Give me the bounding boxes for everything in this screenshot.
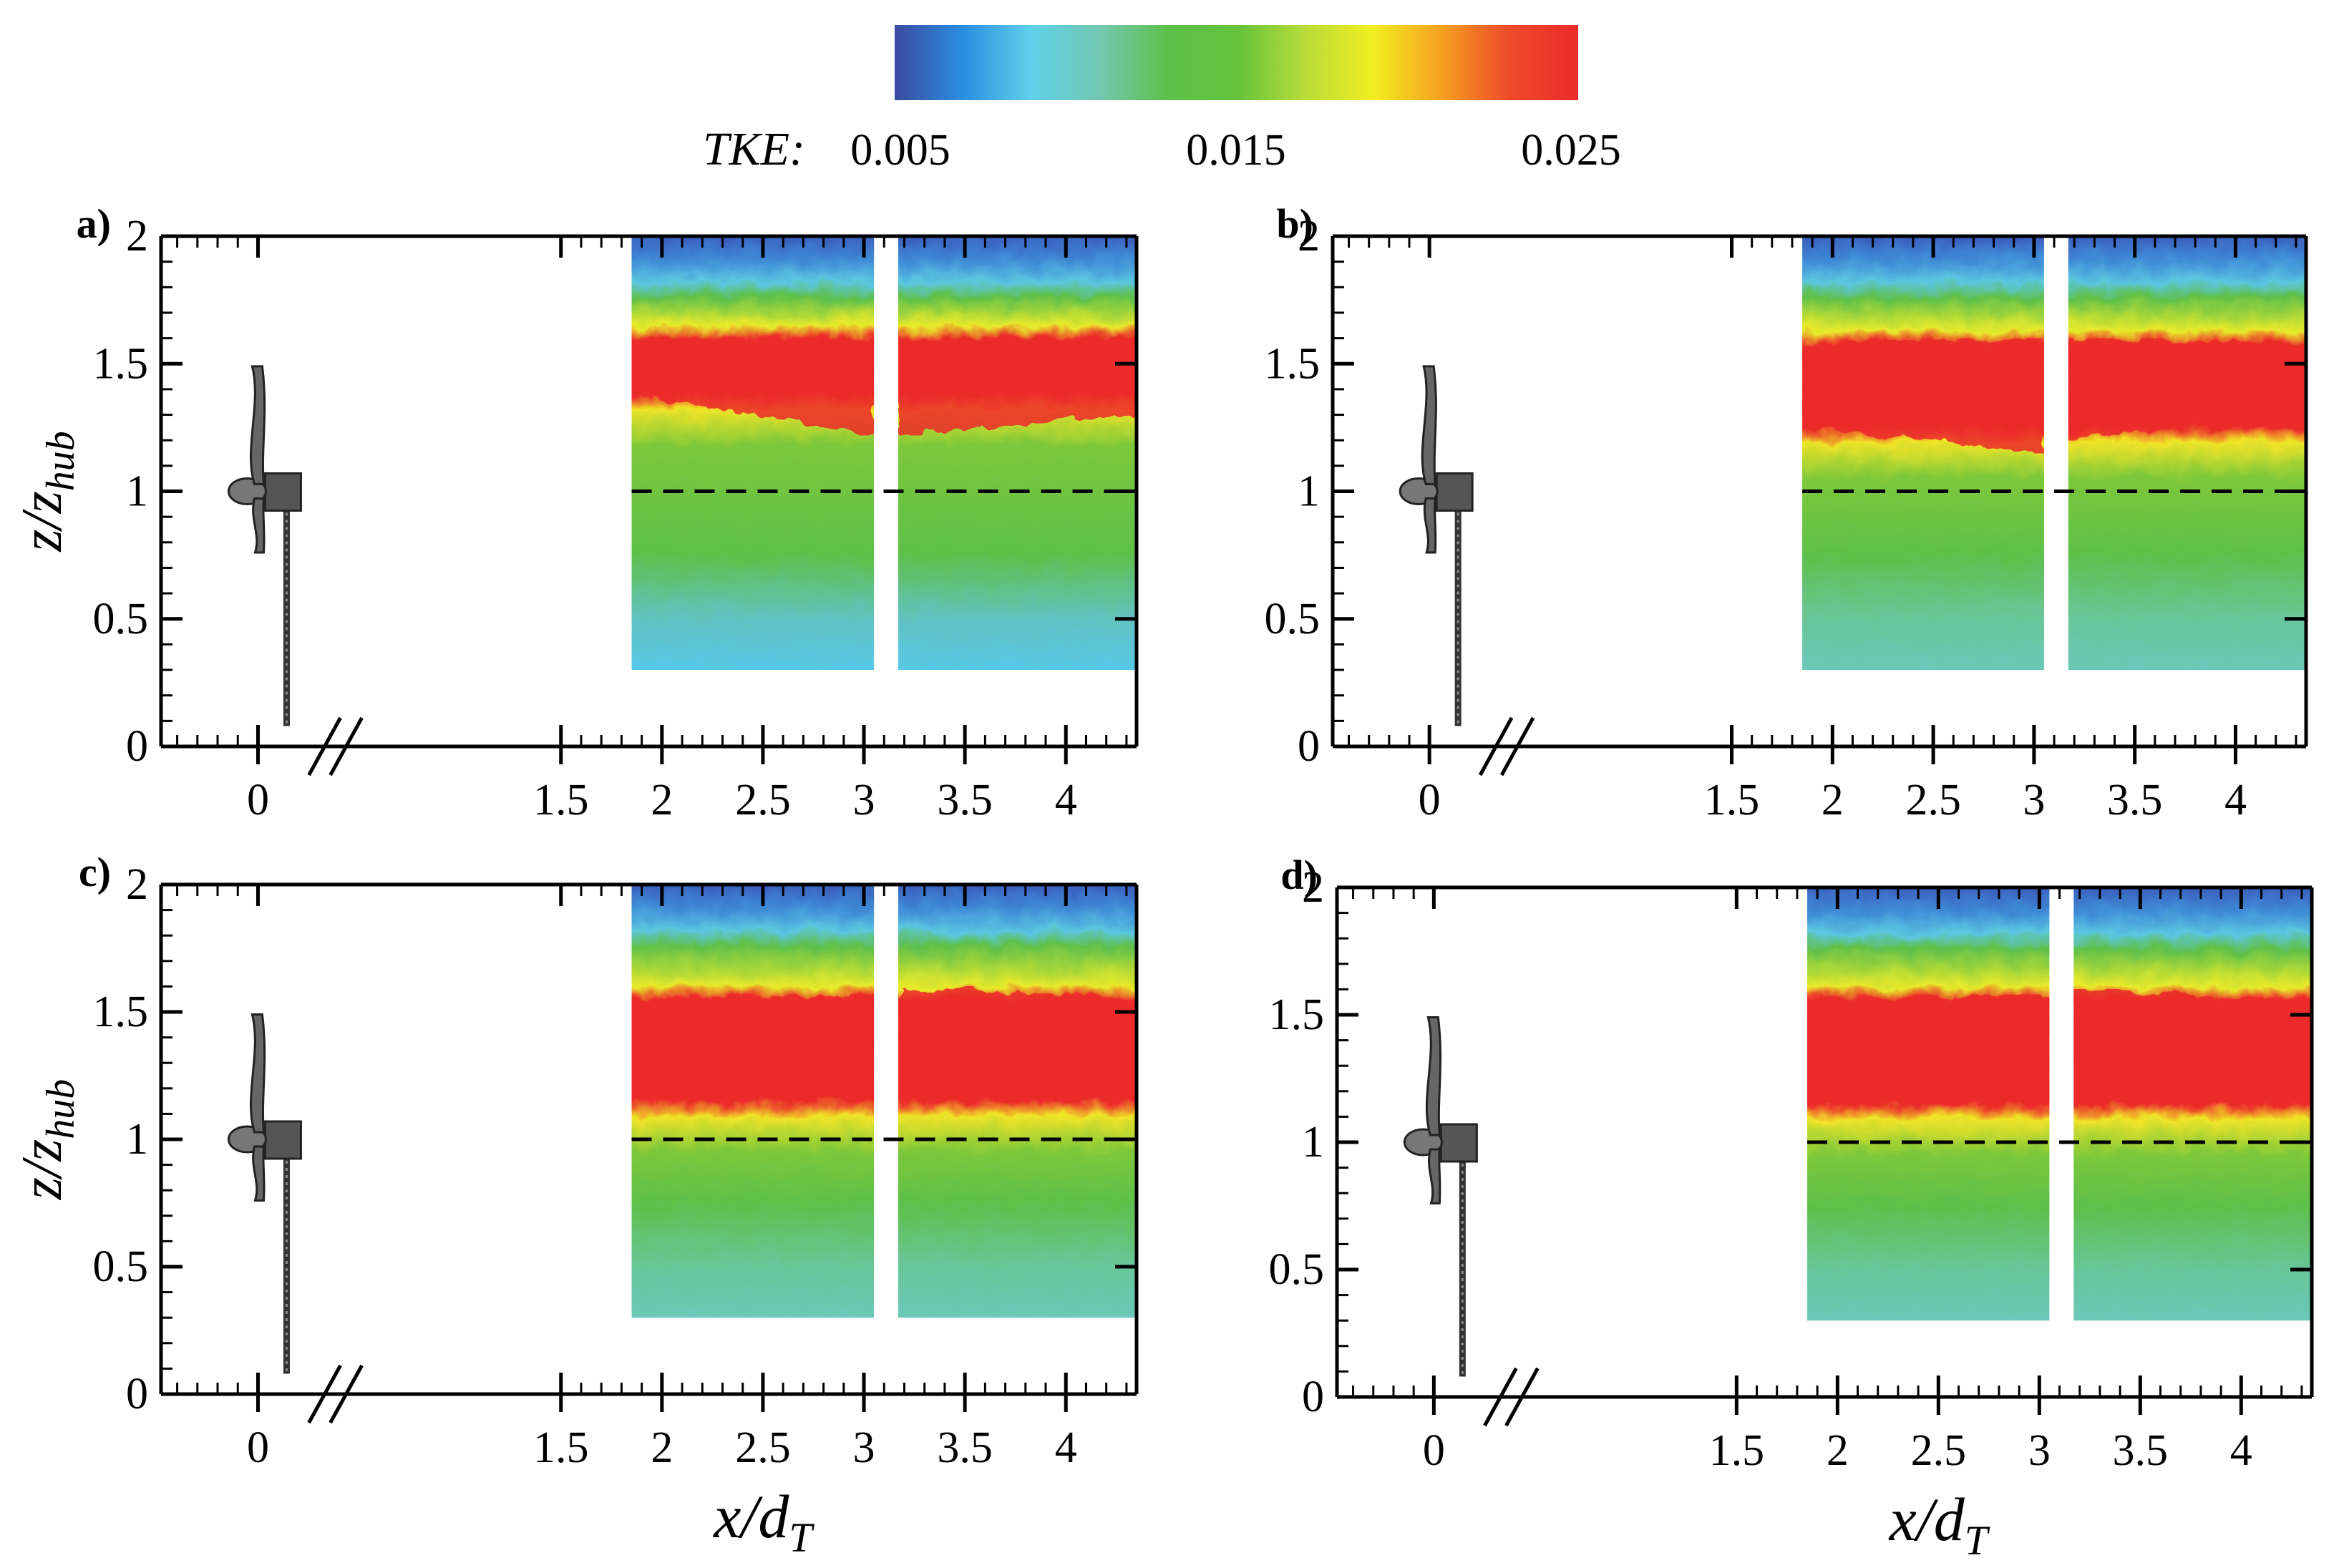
- x-tick-label: 0: [247, 1423, 269, 1472]
- x-tick-label: 2: [1822, 776, 1844, 824]
- high-tke-band: [2068, 338, 2306, 441]
- colorbar-tick-high: 0.025: [1521, 126, 1621, 175]
- x-axis-label: x/dT: [712, 1482, 814, 1561]
- y-tick-label: 0: [1298, 722, 1320, 771]
- x-tick-label: 3: [2023, 776, 2045, 824]
- panel-a: 0 0.5 1 1.5 2 0 1.5 2 2.5 3 3.5 4 a) z/zhub: [11, 200, 1139, 824]
- colorbar-tick-mid: 0.015: [1186, 126, 1286, 175]
- x-tick-label: 3: [853, 1423, 875, 1472]
- x-tick-label: 2.5: [1911, 1426, 1967, 1475]
- tke-field-window: [2073, 887, 2312, 1321]
- x-tick-label: 1.5: [1709, 1426, 1765, 1475]
- panel-c: 0 0.5 1 1.5 2 0 1.5 2 2.5 3 3.5 4 c) z/zhub x/dT: [11, 849, 1139, 1561]
- y-tick-label: 1: [126, 1115, 148, 1164]
- high-tke-band: [898, 986, 1137, 1076]
- y-tick-label: 1.5: [1269, 990, 1325, 1039]
- axis-break-mark: [329, 1364, 364, 1424]
- y-tick-label: 0.5: [1265, 595, 1321, 643]
- colorbar-label: TKE:: [703, 123, 805, 175]
- colorbar: [895, 25, 1578, 100]
- axis-break-mark: [307, 1364, 342, 1424]
- y-tick-label: 0.5: [93, 595, 149, 643]
- y-tick-label: 1: [1302, 1118, 1324, 1167]
- y-tick-label: 2: [126, 860, 148, 909]
- tke-field-window: [898, 236, 1137, 671]
- tke-field-window: [1802, 236, 2044, 671]
- high-tke-band: [898, 338, 1137, 436]
- x-tick-label: 2: [1827, 1426, 1849, 1475]
- axis-break-mark: [1504, 1367, 1540, 1427]
- x-tick-label: 3.5: [2113, 1426, 2169, 1475]
- panel-label: c): [79, 849, 111, 895]
- x-tick-label: 1.5: [533, 1423, 589, 1472]
- tke-field-window: [631, 885, 875, 1318]
- y-tick-label: 1.5: [93, 988, 149, 1036]
- y-tick-label: 0: [126, 722, 148, 771]
- x-tick-label: 4: [1055, 1423, 1077, 1472]
- x-tick-label: 3: [2028, 1426, 2051, 1475]
- x-tick-label: 3.5: [937, 776, 993, 824]
- x-tick-label: 2: [651, 1423, 673, 1472]
- x-tick-label: 4: [2224, 776, 2247, 824]
- x-tick-label: 2.5: [735, 1423, 791, 1472]
- tke-field-window: [898, 885, 1137, 1318]
- y-tick-label: 1.5: [93, 339, 149, 388]
- high-tke-band: [1802, 338, 2044, 454]
- axis-break-mark: [329, 716, 364, 776]
- x-tick-label: 0: [247, 776, 269, 824]
- x-tick-label: 0: [1423, 1426, 1445, 1475]
- tke-field-window: [631, 236, 875, 671]
- x-tick-label: 1.5: [1704, 776, 1760, 824]
- high-tke-band: [2073, 989, 2312, 1086]
- panel-b: 0 0.5 1 1.5 2 0 1.5 2 2.5 3 3.5 4 b): [1265, 200, 2308, 824]
- axis-break-mark: [307, 716, 342, 776]
- y-tick-label: 0: [126, 1370, 148, 1418]
- x-tick-label: 3.5: [937, 1423, 993, 1472]
- turbine-icon: [227, 1013, 302, 1374]
- x-tick-label: 0: [1419, 776, 1441, 824]
- y-tick-label: 0.5: [1269, 1245, 1325, 1294]
- y-tick-label: 2: [1302, 863, 1324, 912]
- x-tick-label: 2.5: [735, 776, 791, 824]
- tke-field-window: [1807, 887, 2050, 1321]
- high-tke-band: [631, 338, 875, 436]
- turbine-icon: [1403, 1016, 1478, 1377]
- y-tick-label: 2: [1298, 212, 1320, 260]
- panel-label: a): [77, 200, 111, 247]
- y-tick-label: 1: [1298, 467, 1320, 516]
- colorbar-tick-low: 0.005: [850, 126, 950, 175]
- axis-break-mark: [1499, 716, 1535, 776]
- y-tick-label: 0.5: [93, 1242, 149, 1291]
- panel-label: d): [1280, 852, 1318, 898]
- high-tke-band: [1807, 994, 2050, 1104]
- x-tick-label: 4: [1055, 776, 1077, 824]
- x-tick-label: 2.5: [1905, 776, 1961, 824]
- x-tick-label: 1.5: [533, 776, 589, 824]
- y-axis-label: z/zhub: [11, 1079, 83, 1201]
- x-tick-label: 4: [2230, 1426, 2252, 1475]
- x-tick-label: 3.5: [2107, 776, 2163, 824]
- turbine-icon: [1399, 365, 1474, 726]
- turbine-icon: [227, 365, 302, 726]
- panel-label: b): [1276, 200, 1313, 247]
- high-tke-band: [631, 994, 875, 1101]
- y-tick-label: 1.5: [1265, 339, 1321, 388]
- x-tick-label: 2: [651, 776, 673, 824]
- y-axis-label: z/zhub: [11, 431, 83, 552]
- panel-d: 0 0.5 1 1.5 2 0 1.5 2 2.5 3 3.5 4 d) x/dT: [1269, 852, 2314, 1564]
- y-tick-label: 2: [126, 212, 148, 260]
- x-tick-label: 3: [853, 776, 875, 824]
- y-tick-label: 0: [1302, 1373, 1324, 1421]
- axis-break-mark: [1483, 1367, 1518, 1427]
- tke-field-window: [2068, 236, 2306, 671]
- x-axis-label: x/dT: [1888, 1485, 1990, 1564]
- axis-break-mark: [1478, 716, 1514, 776]
- y-tick-label: 1: [126, 467, 148, 516]
